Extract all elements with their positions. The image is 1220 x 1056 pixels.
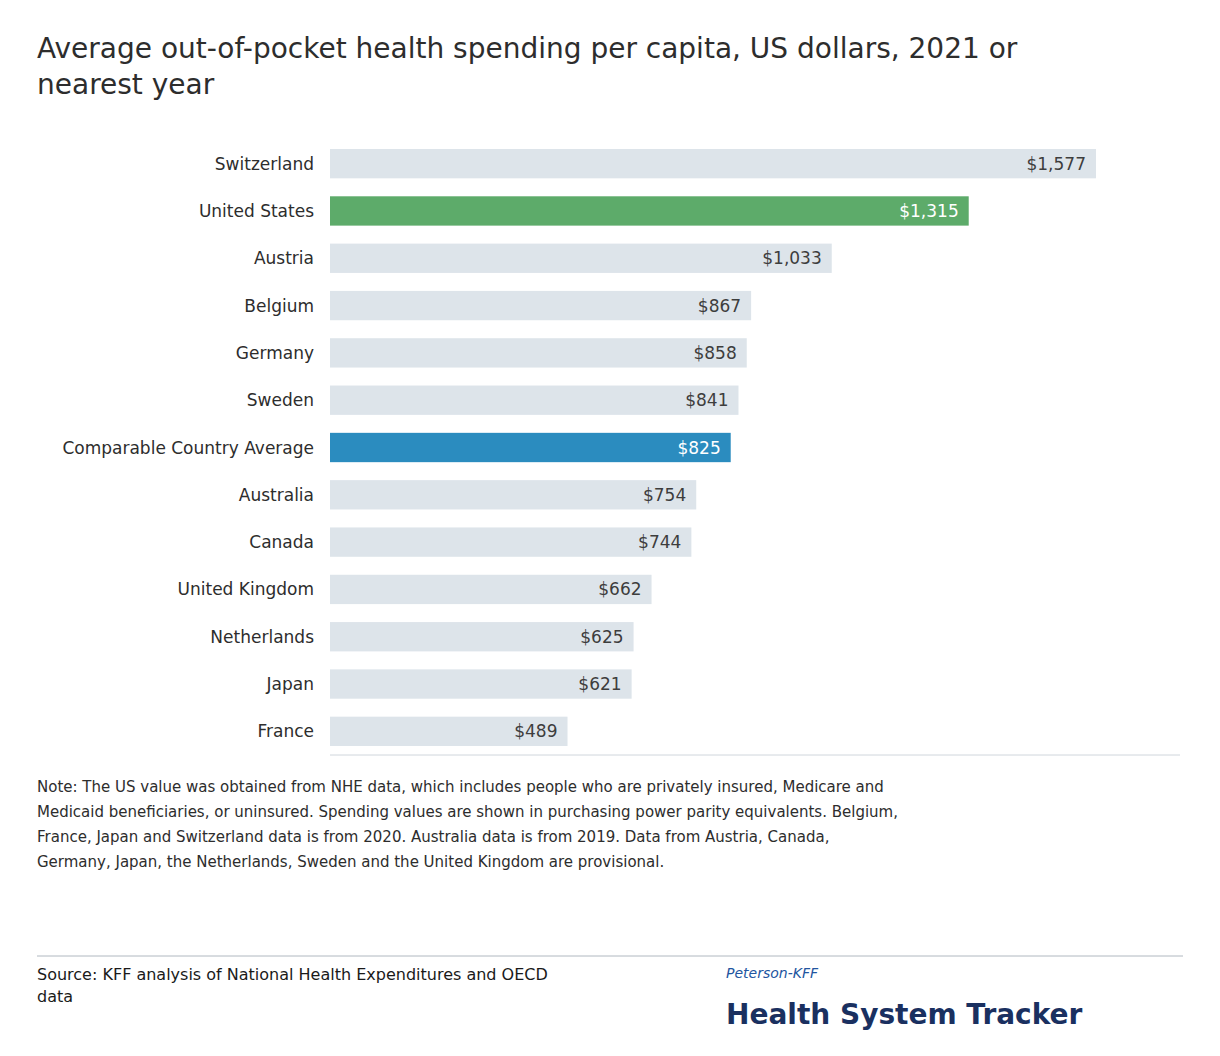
data-label: $867 xyxy=(698,296,741,316)
category-label: United States xyxy=(199,201,314,221)
separator xyxy=(37,956,1183,957)
category-label: Germany xyxy=(236,343,314,363)
labels: Switzerland $1,577 United States $1,315 Aust… xyxy=(62,154,1086,742)
category-label: Switzerland xyxy=(215,154,314,174)
category-label: Canada xyxy=(249,532,314,552)
bar xyxy=(330,669,632,698)
bar xyxy=(330,244,832,273)
category-label: Australia xyxy=(239,485,314,505)
bar xyxy=(330,386,738,415)
data-label: $1,033 xyxy=(762,248,821,268)
bar xyxy=(330,717,568,746)
note: Note: The US value was obtained from NHE… xyxy=(37,778,898,871)
data-label: $841 xyxy=(685,390,728,410)
bar xyxy=(330,575,652,604)
annotation: Health System Tracker xyxy=(726,998,1083,1031)
bar xyxy=(330,433,731,462)
bar xyxy=(330,149,1096,178)
data-label: $1,315 xyxy=(899,201,958,221)
chart: Average out-of-pocket health spending pe… xyxy=(0,0,1220,1056)
data-label: $825 xyxy=(677,438,720,458)
data-label: $489 xyxy=(514,721,557,741)
data-label: $858 xyxy=(693,343,736,363)
category-label: Japan xyxy=(266,674,314,694)
data-label: $754 xyxy=(643,485,686,505)
bar xyxy=(330,527,691,556)
bar xyxy=(330,622,634,651)
category-label: Belgium xyxy=(244,296,314,316)
bars xyxy=(330,149,1096,746)
data-label: $621 xyxy=(578,674,621,694)
bar xyxy=(330,291,751,320)
category-label: United Kingdom xyxy=(178,579,314,599)
bar xyxy=(330,196,969,225)
x-axis-line xyxy=(330,755,1180,756)
data-label: $625 xyxy=(580,627,623,647)
data-label: $662 xyxy=(598,579,641,599)
title: Average out-of-pocket health spending pe… xyxy=(37,32,1018,101)
category-label: Netherlands xyxy=(210,627,314,647)
category-label: France xyxy=(257,721,314,741)
category-label: Comparable Country Average xyxy=(62,438,314,458)
source: Source: KFF analysis of National Health … xyxy=(37,965,548,1006)
bar xyxy=(330,338,747,367)
category-label: Austria xyxy=(254,248,314,268)
annotation: Peterson-KFF xyxy=(726,965,819,981)
data-label: $1,577 xyxy=(1026,154,1085,174)
data-label: $744 xyxy=(638,532,681,552)
bar xyxy=(330,480,696,509)
category-label: Sweden xyxy=(247,390,314,410)
